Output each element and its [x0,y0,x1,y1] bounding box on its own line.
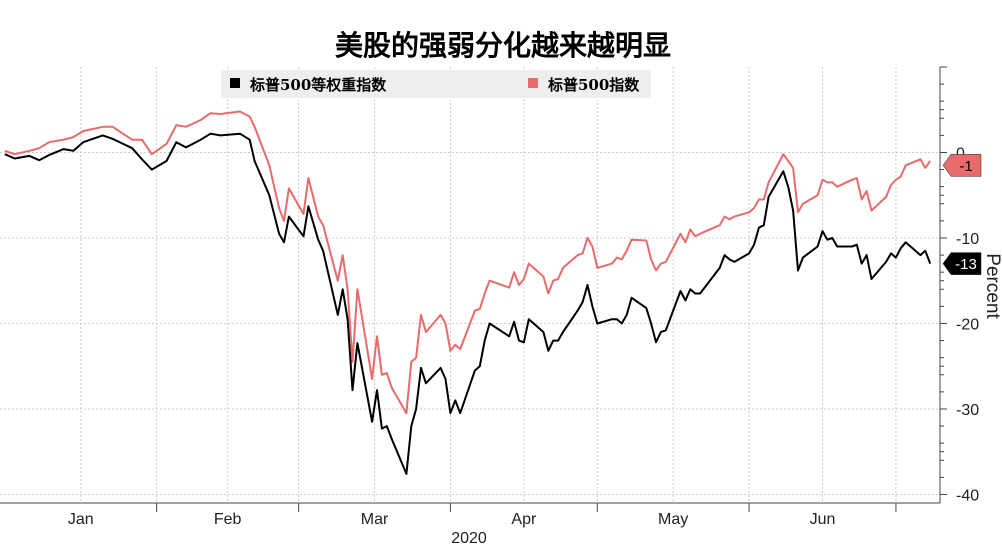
y-tick-label: -20 [956,316,979,333]
series-line [4,110,932,415]
x-axis: Jan Feb Mar Apr May Jun [0,502,940,528]
legend-label: 标普500指数 [547,76,640,94]
y-axis: 0 -10 -20 -30 -40 [939,66,979,504]
last-value-badges: -13 -1 [942,154,982,275]
last-value-badge [942,154,982,177]
x-tick-label: Feb [214,511,242,528]
x-tick-label: Jan [68,511,94,528]
last-value-label: -1 [959,158,972,175]
legend-swatch [230,78,240,88]
legend-swatch [528,78,538,88]
x-tick-label: May [658,511,688,528]
y-tick-label: -10 [956,231,979,248]
y-tick-label: -40 [956,487,979,504]
grid [0,67,940,503]
y-tick-label: -30 [956,402,979,419]
legend-label: 标普500等权重指数 [249,76,387,94]
y-axis-label: Percent [982,253,1002,319]
legend: 标普500等权重指数 标普500指数 [230,76,640,94]
y-tick-label: 0 [956,145,965,162]
last-value-badge [942,252,982,275]
series-group [4,110,932,475]
x-tick-label: Jun [810,511,836,528]
x-tick-label: Mar [361,511,389,528]
last-value-label: -13 [955,256,977,273]
chart-title: 美股的强弱分化越来越明显 [335,29,671,62]
x-tick-label: Apr [511,511,537,528]
series-line [4,132,932,475]
x-axis-year-label: 2020 [451,530,487,547]
legend-background [221,70,651,98]
